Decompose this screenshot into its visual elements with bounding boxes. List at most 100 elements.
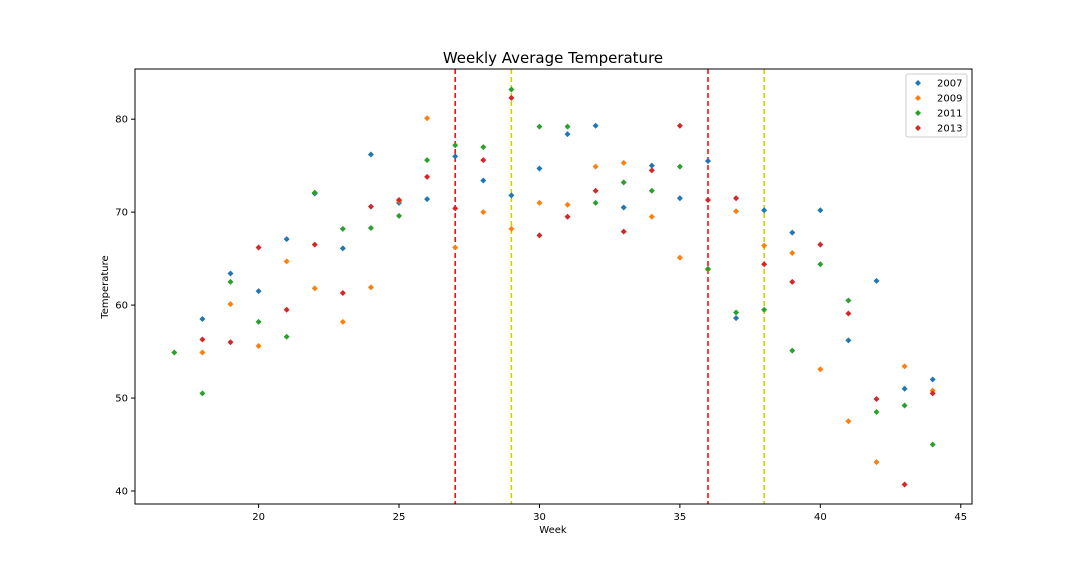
point-2007-12 [536, 165, 543, 172]
point-2013-17 [676, 122, 683, 129]
point-2011-3 [255, 318, 262, 325]
axes-frame [134, 68, 973, 505]
point-2007-20 [761, 207, 768, 214]
point-2009-11 [508, 225, 515, 232]
point-2009-15 [620, 159, 627, 166]
y-tick-label-3: 70 [115, 208, 128, 219]
point-2009-23 [845, 418, 852, 425]
point-2013-8 [424, 173, 431, 180]
point-2009-13 [564, 201, 571, 208]
point-2011-20 [733, 309, 740, 316]
point-2011-7 [367, 224, 374, 231]
point-2011-22 [789, 347, 796, 354]
point-2007-14 [592, 122, 599, 129]
point-2011-9 [424, 157, 431, 164]
point-2013-26 [929, 390, 936, 397]
point-2011-16 [620, 179, 627, 186]
point-2011-6 [339, 225, 346, 232]
point-2009-14 [592, 163, 599, 170]
point-2007-21 [789, 229, 796, 236]
point-2011-17 [648, 187, 655, 194]
point-2009-22 [817, 366, 824, 373]
point-2009-0 [199, 349, 206, 356]
legend-label-2013: 2013 [937, 124, 962, 135]
point-2007-26 [929, 376, 936, 383]
point-2011-13 [536, 123, 543, 130]
point-2009-1 [227, 301, 234, 308]
point-2009-12 [536, 199, 543, 206]
point-2013-2 [255, 244, 262, 251]
chart-title: Weekly Average Temperature [443, 49, 663, 67]
point-2013-3 [283, 306, 290, 313]
point-2009-9 [452, 244, 459, 251]
legend-label-2011: 2011 [937, 109, 962, 120]
y-tick-label-4: 80 [115, 115, 128, 126]
point-2007-15 [620, 204, 627, 211]
point-2011-11 [480, 144, 487, 151]
point-2013-16 [648, 167, 655, 174]
legend-box [905, 73, 968, 138]
point-2013-14 [592, 187, 599, 194]
point-2013-10 [480, 157, 487, 164]
point-2009-5 [339, 318, 346, 325]
point-2009-6 [367, 284, 374, 291]
point-2007-3 [283, 236, 290, 243]
point-2011-12 [508, 86, 515, 93]
point-2013-5 [339, 290, 346, 297]
point-2013-13 [564, 213, 571, 220]
point-2013-22 [817, 241, 824, 248]
point-2007-16 [648, 162, 655, 169]
point-2011-14 [564, 123, 571, 130]
point-2009-8 [424, 115, 431, 122]
point-2011-2 [227, 278, 234, 285]
point-2009-4 [311, 285, 318, 292]
point-2007-11 [508, 192, 515, 199]
x-tick-label-5: 45 [954, 512, 967, 523]
point-2009-16 [648, 213, 655, 220]
legend-marker-2007 [915, 80, 921, 86]
point-2013-20 [761, 261, 768, 268]
legend-marker-2011 [915, 110, 921, 116]
y-tick-label-0: 40 [115, 486, 128, 497]
point-2007-6 [367, 151, 374, 158]
point-2013-4 [311, 241, 318, 248]
legend: 2007 2009 2011 2013 [905, 73, 968, 138]
point-2007-2 [255, 288, 262, 295]
y-tick-label-1: 50 [115, 394, 128, 405]
y-tick-label-2: 60 [115, 301, 128, 312]
x-tick-label-3: 35 [674, 512, 687, 523]
point-2013-0 [199, 336, 206, 343]
point-2013-11 [508, 94, 515, 101]
y-axis-label: Temperature [100, 255, 111, 319]
legend-marker-2009 [915, 95, 921, 101]
point-2013-12 [536, 232, 543, 239]
point-2007-13 [564, 131, 571, 138]
x-tick-label-4: 40 [814, 512, 827, 523]
series-2013 [199, 94, 936, 488]
point-2007-18 [704, 158, 711, 165]
point-2011-18 [676, 163, 683, 170]
point-2013-19 [733, 195, 740, 202]
point-2007-25 [901, 385, 908, 392]
point-2007-17 [676, 195, 683, 202]
point-2013-6 [367, 203, 374, 210]
plot-area: 20 25 30 35 40 45 40 50 60 70 80 [115, 68, 973, 523]
point-2011-10 [452, 142, 459, 149]
legend-label-2007: 2007 [937, 79, 962, 90]
point-2011-26 [901, 402, 908, 409]
point-2007-0 [199, 316, 206, 323]
point-2013-18 [704, 197, 711, 204]
point-2009-2 [255, 342, 262, 349]
point-2007-10 [480, 177, 487, 184]
point-2009-17 [676, 254, 683, 261]
point-2013-24 [873, 395, 880, 402]
point-2011-27 [929, 441, 936, 448]
x-tick-label-0: 20 [252, 512, 265, 523]
point-2011-15 [592, 199, 599, 206]
x-tick-label-2: 30 [533, 512, 546, 523]
point-2007-9 [452, 153, 459, 160]
legend-label-2009: 2009 [937, 94, 962, 105]
point-2011-23 [817, 261, 824, 268]
point-2013-7 [396, 197, 403, 204]
